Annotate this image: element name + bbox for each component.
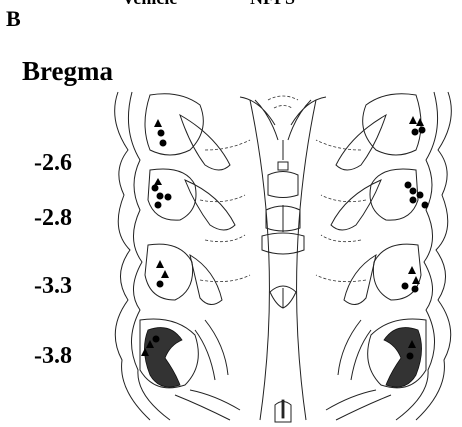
midline-structures <box>250 96 316 422</box>
bregma-title: Bregma <box>22 56 113 86</box>
figure: B Vehicle NFPS Bregma -2.6 -2.8 -3.3 -3.… <box>0 0 462 427</box>
section-outline-right <box>288 92 451 420</box>
bregma-level: -3.3 <box>34 273 72 299</box>
bregma-level: -3.8 <box>34 343 72 369</box>
panel-label: B <box>6 6 21 31</box>
legend-vehicle: Vehicle <box>122 0 177 8</box>
section-outline-left <box>115 92 278 420</box>
bregma-level: -2.8 <box>34 205 72 231</box>
bregma-level: -2.6 <box>34 150 72 176</box>
legend-nfps: NFPS <box>250 0 295 8</box>
